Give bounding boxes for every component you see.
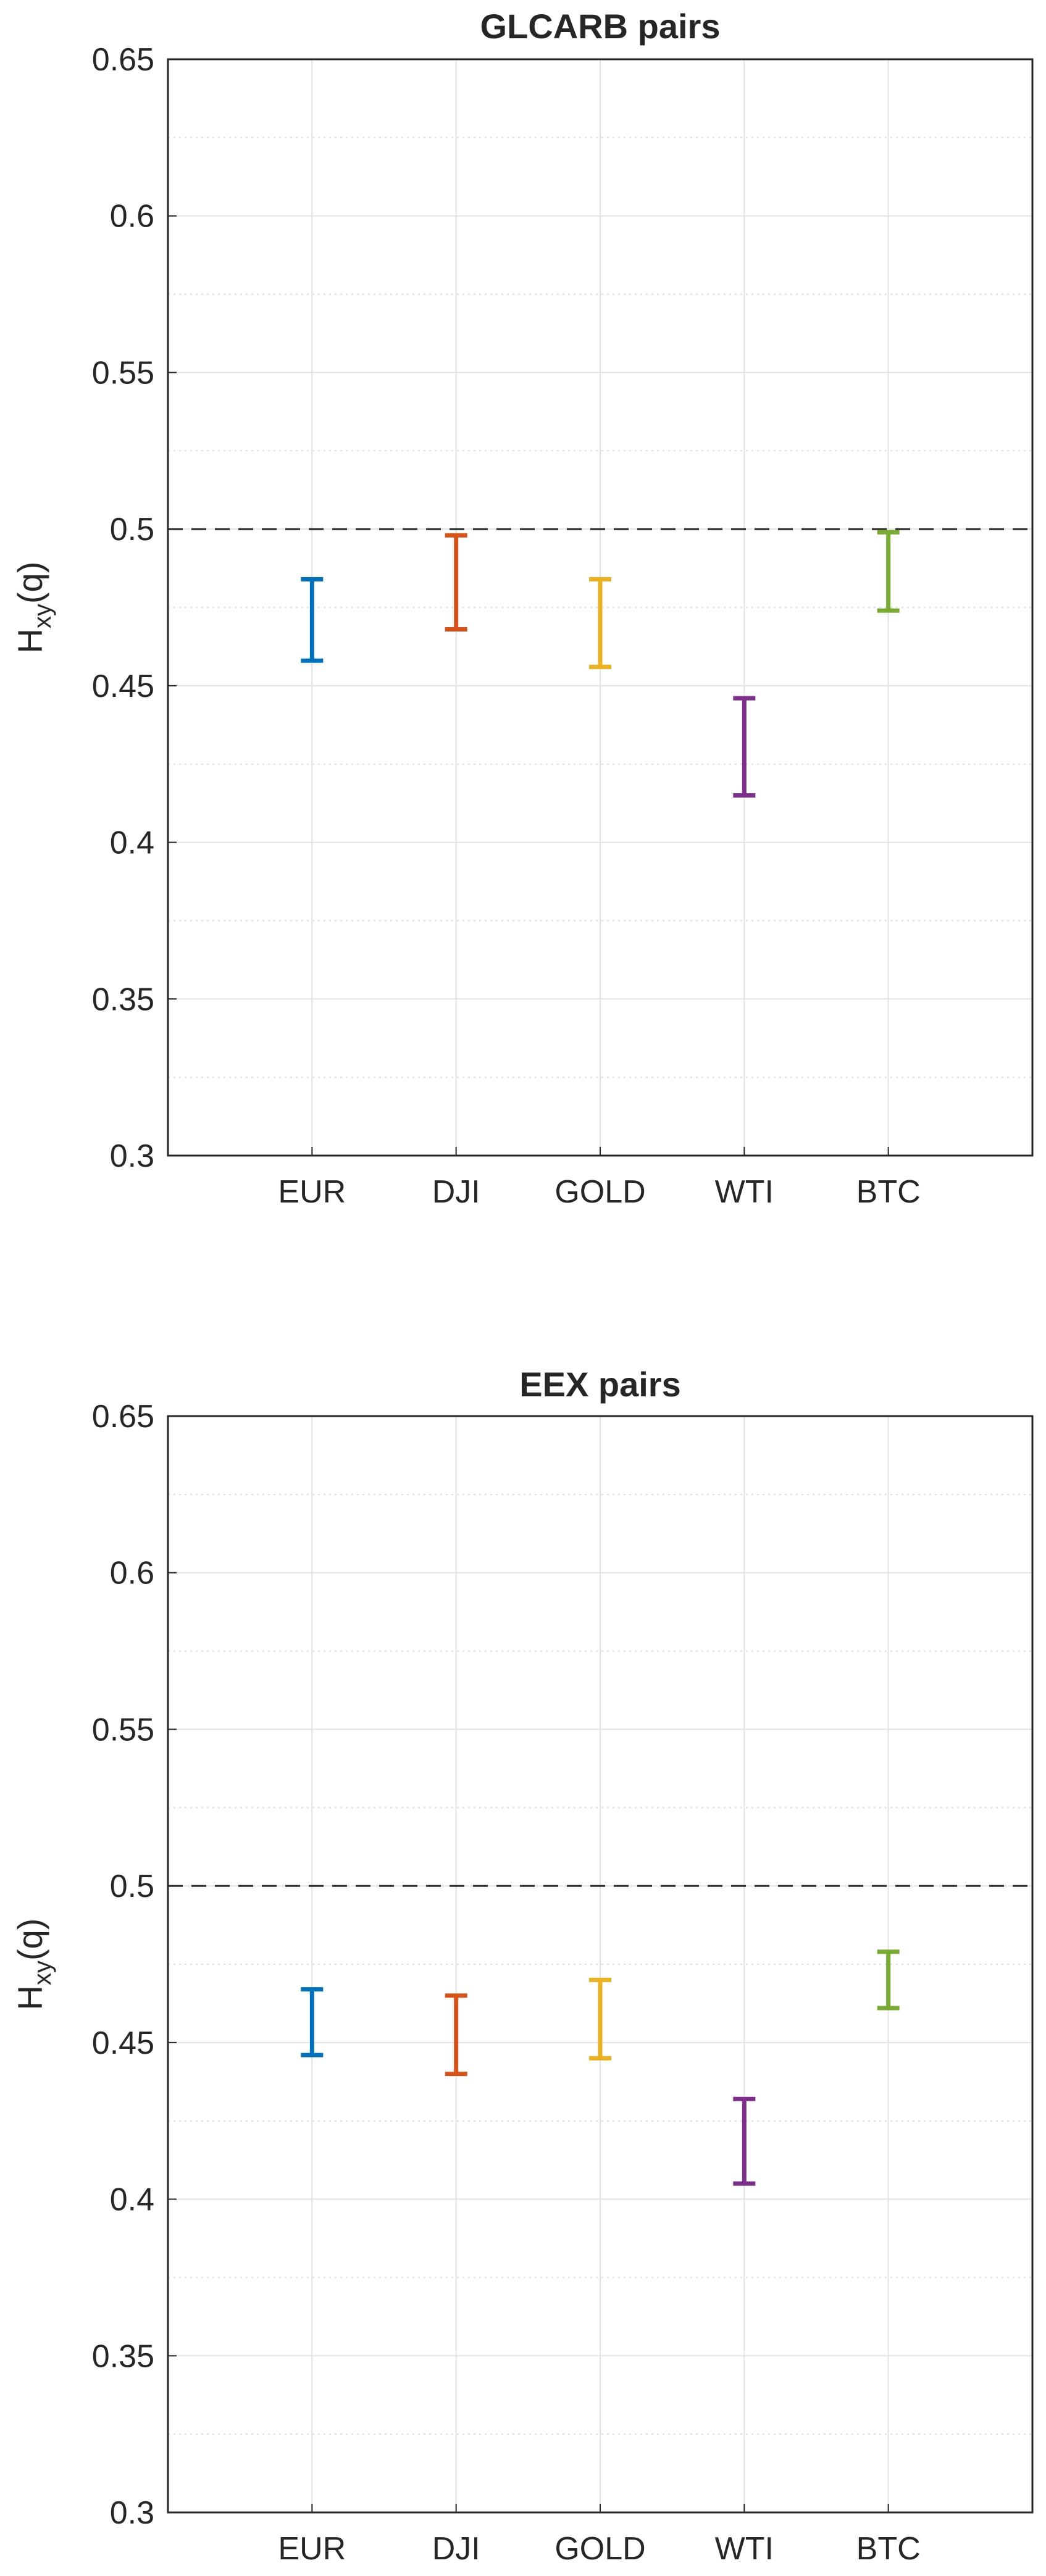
y-axis-label-main: H [10, 1985, 49, 2010]
x-tick-label: WTI [715, 1174, 774, 1210]
x-tick-label: EUR [278, 2531, 346, 2567]
x-tick-label: DJI [432, 1174, 480, 1210]
y-tick-label: 0.6 [110, 199, 154, 235]
errorbar-gold [589, 577, 611, 669]
x-tick-label: EUR [278, 1174, 346, 1210]
errorbar-wti [733, 2096, 756, 2186]
y-tick-label: 0.3 [110, 1138, 154, 1174]
y-tick-label: 0.65 [92, 1399, 154, 1435]
chart-title: GLCARB pairs [480, 7, 721, 46]
x-tick-label: BTC [856, 2531, 921, 2567]
x-tick-label: GOLD [554, 1174, 645, 1210]
errorbar-eur [301, 577, 324, 663]
y-axis-label: Hxy(q) [10, 562, 56, 654]
y-tick-label: 0.45 [92, 2025, 154, 2061]
y-tick-label: 0.6 [110, 1556, 154, 1591]
errorbar-eur [301, 1987, 324, 2057]
y-tick-label: 0.65 [92, 42, 154, 78]
y-tick-label: 0.45 [92, 669, 154, 704]
y-tick-label: 0.4 [110, 2182, 154, 2218]
errorbar-btc [877, 530, 900, 613]
y-axis-label-suffix: (q) [10, 562, 49, 604]
y-axis-label: Hxy(q) [10, 1919, 56, 2011]
x-tick-label: GOLD [554, 2531, 645, 2567]
x-tick-label: DJI [432, 2531, 480, 2567]
errorbar-gold [589, 1977, 611, 2061]
errorbar-dji [445, 1993, 467, 2077]
x-tick-label: WTI [715, 2531, 774, 2567]
y-tick-label: 0.3 [110, 2495, 154, 2531]
y-tick-label: 0.5 [110, 1869, 154, 1904]
chart-panel-2: 0.3 0.35 0.4 0.45 0.5 0.55 0.6 0.65 EUR DJI GOLD WT… [10, 1365, 1034, 2567]
x-tick-label: BTC [856, 1174, 921, 1210]
y-axis-label-subscript: xy [29, 1961, 56, 1985]
y-axis-label-suffix: (q) [10, 1919, 49, 1961]
y-tick-label: 0.4 [110, 825, 154, 861]
plot-frame [167, 1415, 1034, 2514]
errorbar-wti [733, 696, 756, 798]
chart-panel-1: 0.3 0.35 0.4 0.45 0.5 0.55 0.6 0.65 EUR DJI GOLD WT… [10, 7, 1034, 1210]
y-axis-label-subscript: xy [29, 604, 56, 628]
chart-title: EEX pairs [519, 1365, 680, 1404]
errorbar-btc [877, 1949, 900, 2011]
y-axis-label-main: H [10, 628, 49, 653]
y-tick-label: 0.55 [92, 1712, 154, 1748]
plot-frame [167, 58, 1034, 1157]
y-tick-label: 0.5 [110, 512, 154, 548]
y-tick-label: 0.35 [92, 982, 154, 1017]
y-tick-label: 0.35 [92, 2338, 154, 2374]
errorbar-dji [445, 533, 467, 632]
y-tick-label: 0.55 [92, 355, 154, 391]
